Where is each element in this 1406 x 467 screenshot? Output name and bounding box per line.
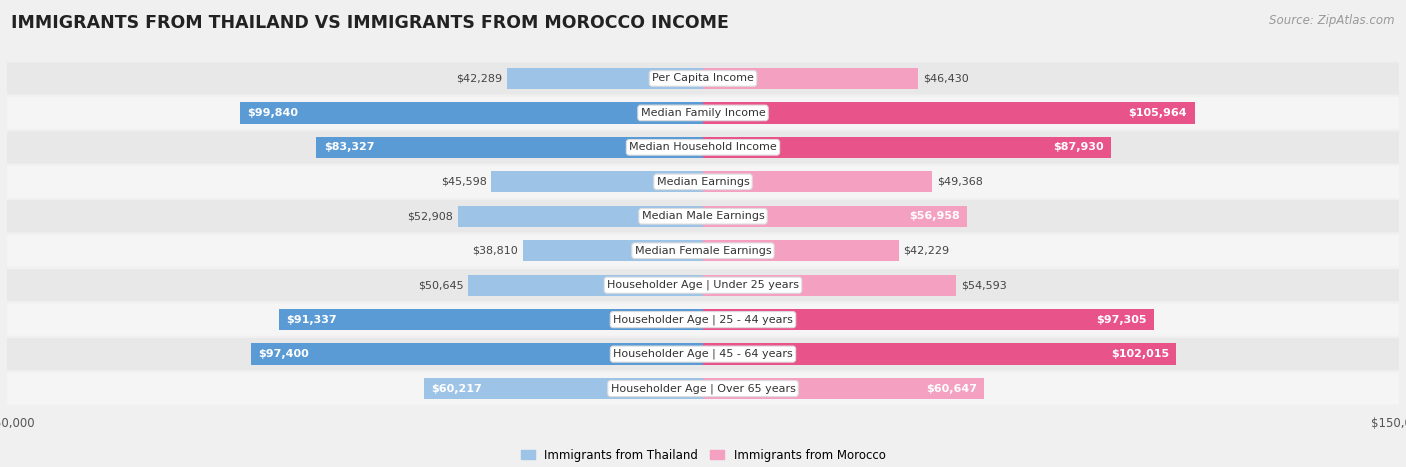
Bar [703,240,898,262]
FancyBboxPatch shape [7,304,1399,336]
FancyBboxPatch shape [7,235,1399,267]
Text: Householder Age | Over 65 years: Householder Age | Over 65 years [610,383,796,394]
Text: $99,840: $99,840 [247,108,298,118]
Text: Householder Age | 25 - 44 years: Householder Age | 25 - 44 years [613,314,793,325]
Text: Median Earnings: Median Earnings [657,177,749,187]
Text: Median Female Earnings: Median Female Earnings [634,246,772,256]
Text: Median Family Income: Median Family Income [641,108,765,118]
Bar [703,309,1154,330]
Bar [523,240,703,262]
FancyBboxPatch shape [7,97,1399,129]
Text: $105,964: $105,964 [1129,108,1187,118]
FancyBboxPatch shape [7,131,1399,163]
FancyBboxPatch shape [7,269,1399,301]
Text: $49,368: $49,368 [936,177,983,187]
Text: Householder Age | 45 - 64 years: Householder Age | 45 - 64 years [613,349,793,359]
Bar [703,378,984,399]
Bar [703,137,1111,158]
Bar [492,171,703,192]
Text: $91,337: $91,337 [287,315,337,325]
Legend: Immigrants from Thailand, Immigrants from Morocco: Immigrants from Thailand, Immigrants fro… [520,449,886,462]
Bar [252,343,703,365]
FancyBboxPatch shape [7,63,1399,94]
Bar [703,171,932,192]
Text: $52,908: $52,908 [406,211,453,221]
Bar [457,205,703,227]
Text: Householder Age | Under 25 years: Householder Age | Under 25 years [607,280,799,290]
Text: $56,958: $56,958 [910,211,960,221]
Bar [703,275,956,296]
Bar [280,309,703,330]
Bar [316,137,703,158]
FancyBboxPatch shape [7,200,1399,232]
Text: $60,217: $60,217 [432,383,482,394]
Bar [703,68,918,89]
Text: IMMIGRANTS FROM THAILAND VS IMMIGRANTS FROM MOROCCO INCOME: IMMIGRANTS FROM THAILAND VS IMMIGRANTS F… [11,14,730,32]
Text: $102,015: $102,015 [1111,349,1168,359]
FancyBboxPatch shape [7,373,1399,404]
Bar [240,102,703,124]
FancyBboxPatch shape [7,166,1399,198]
Text: $87,930: $87,930 [1053,142,1104,152]
Bar [703,343,1177,365]
Bar [703,205,967,227]
Text: Source: ZipAtlas.com: Source: ZipAtlas.com [1270,14,1395,27]
Bar [468,275,703,296]
Text: $38,810: $38,810 [472,246,519,256]
Text: $54,593: $54,593 [960,280,1007,290]
Text: $50,645: $50,645 [418,280,464,290]
FancyBboxPatch shape [7,338,1399,370]
Text: $60,647: $60,647 [927,383,977,394]
Bar [423,378,703,399]
Text: $83,327: $83,327 [323,142,374,152]
Text: $97,305: $97,305 [1097,315,1147,325]
Text: $42,229: $42,229 [904,246,949,256]
Text: Median Male Earnings: Median Male Earnings [641,211,765,221]
Text: Median Household Income: Median Household Income [628,142,778,152]
Text: Per Capita Income: Per Capita Income [652,73,754,84]
Text: $97,400: $97,400 [259,349,309,359]
Text: $46,430: $46,430 [924,73,969,84]
Text: $45,598: $45,598 [441,177,486,187]
Bar [506,68,703,89]
Bar [703,102,1195,124]
Text: $42,289: $42,289 [456,73,502,84]
